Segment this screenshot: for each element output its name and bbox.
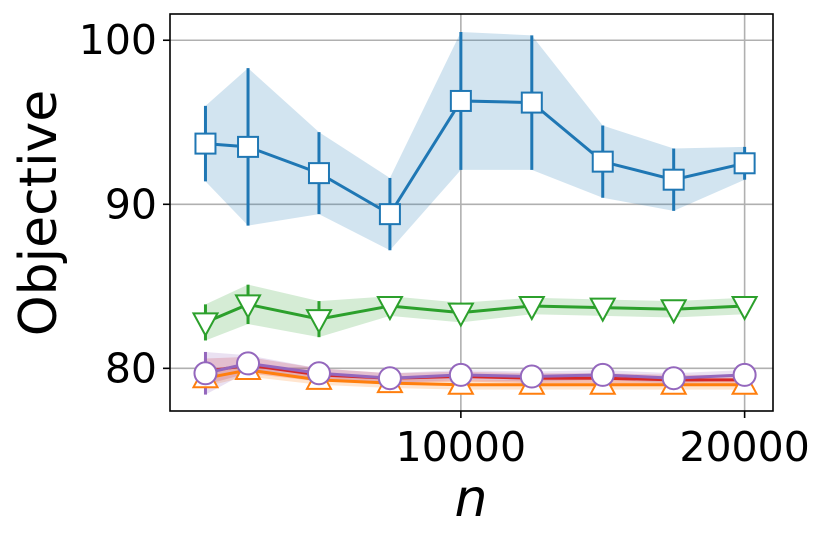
green-down-triangles-marker [234, 294, 262, 320]
blue-squares-marker [237, 135, 260, 158]
green-down-triangles-marker [191, 312, 220, 338]
purple-circles-band [205, 351, 745, 395]
green-down-triangles-marker [447, 302, 475, 328]
purple-circles-marker [661, 366, 686, 391]
y-tick-label: 80 [105, 344, 157, 392]
purple-circles-marker [193, 361, 218, 386]
green-down-triangles-marker [376, 296, 404, 322]
axis-ticks [163, 39, 746, 418]
purple-circles-marker [377, 366, 402, 391]
x-tick-label: 20000 [679, 423, 809, 471]
tick-labels: 10000 20000 80 90 100 [79, 16, 810, 471]
blue-squares-marker [662, 168, 685, 191]
green-down-triangles-marker [589, 297, 617, 323]
purple-circles-marker [519, 364, 544, 389]
blue-squares-marker [449, 89, 472, 112]
purple-circles-marker [590, 362, 615, 387]
blue-squares-marker [378, 203, 401, 226]
blue-squares-marker [520, 91, 543, 114]
y-tick-label: 90 [105, 180, 157, 228]
blue-squares-marker [307, 162, 330, 185]
green-down-triangles-marker [730, 296, 759, 322]
green-down-triangles-marker [305, 309, 333, 335]
plot-frame [169, 13, 774, 412]
purple-circles-marker [448, 362, 473, 387]
x-tick-label: 10000 [396, 423, 526, 471]
y-tick-label: 100 [79, 16, 157, 64]
blue-squares-band [205, 32, 745, 251]
blue-squares-marker [733, 152, 756, 175]
blue-squares-marker [194, 132, 217, 155]
y-axis-label: Objective [9, 90, 69, 337]
purple-circles-marker [236, 351, 261, 376]
blue-squares-marker [591, 150, 614, 173]
x-axis-label: n [455, 469, 488, 529]
green-down-triangles-marker [518, 296, 546, 322]
purple-circles-marker [306, 361, 331, 386]
purple-circles-marker [732, 362, 757, 387]
series-markers [191, 89, 759, 395]
green-down-triangles-marker [659, 299, 688, 325]
